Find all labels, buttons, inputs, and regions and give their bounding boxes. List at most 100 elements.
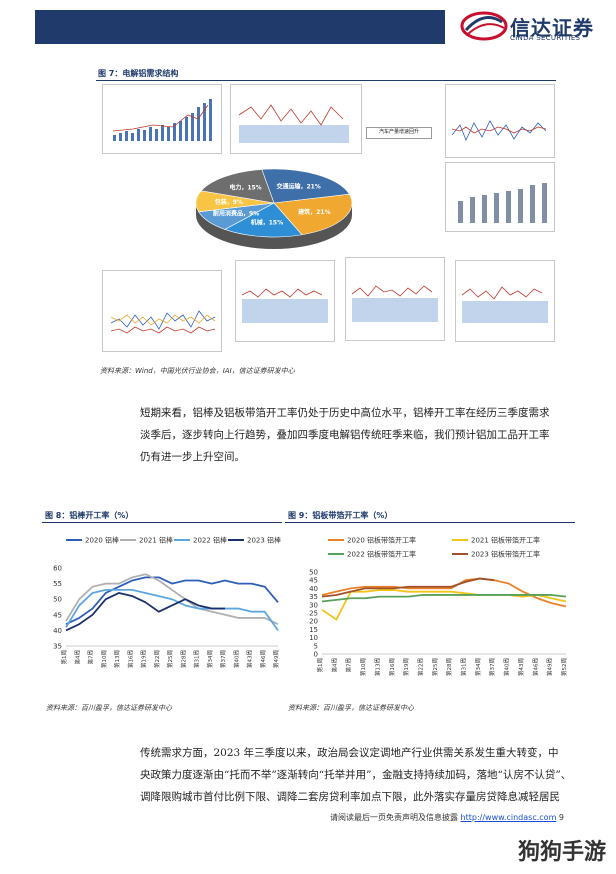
- x-tick-label: 第19周: [402, 658, 410, 676]
- x-tick-label: 第1周: [316, 658, 324, 673]
- thumb-chart-1: [102, 84, 222, 154]
- y-tick-label: 5: [314, 642, 318, 650]
- pie-slice-label: 电力，15%: [229, 184, 261, 192]
- x-tick-label: 第34周: [206, 650, 214, 668]
- x-tick-label: 第43周: [246, 650, 254, 668]
- x-tick-label: 第4周: [330, 658, 338, 673]
- x-tick-label: 第28周: [445, 658, 453, 676]
- fig8-chart: 2020 铝棒 2021 铝棒 2022 铝棒 2023 铝棒 35 40 45 50 55 60…: [53, 536, 281, 669]
- y-tick-label: 50: [309, 569, 318, 577]
- x-tick-label: 第22周: [153, 650, 161, 668]
- fig7-title: 图 7：电解铝需求结构: [98, 69, 179, 78]
- x-tick-label: 第40周: [232, 650, 240, 668]
- fig7-rule: [96, 80, 556, 81]
- fig9-source: 资料来源：百川盈孚，信达证券研发中心: [288, 704, 414, 712]
- fig9-rule: [285, 522, 575, 523]
- x-tick-label: 第49周: [546, 658, 554, 676]
- x-tick-label: 第13周: [373, 658, 381, 676]
- y-tick-label: 15: [309, 626, 318, 634]
- x-tick-label: 第31周: [460, 658, 468, 676]
- fig7-pie: 交通运输，21% 建筑，21% 机械，15%耐用消费品，9% 包装，9% 电力，15%: [195, 168, 353, 249]
- series-line: [321, 577, 495, 598]
- legend-label: 2021 铝棒: [139, 536, 173, 545]
- pie-slice: [261, 168, 350, 204]
- x-tick-label: 第13周: [113, 650, 121, 668]
- legend-label: 2021 铝板带箔开工率: [471, 536, 540, 545]
- y-tick-label: 10: [309, 634, 318, 642]
- legend-label: 2023 铝棒: [247, 536, 281, 545]
- pie-slice-label: 交通运输，21%: [276, 182, 320, 190]
- y-tick-label: 40: [53, 627, 62, 635]
- y-tick-label: 45: [53, 611, 62, 619]
- x-tick-label: 第10周: [100, 650, 108, 668]
- para2-line: 传统需求方面，2023 年三季度以来，政治局会议定调地产行业供需关系发生重大转变…: [140, 747, 559, 759]
- thumb-chart-2: [230, 84, 362, 154]
- legend-label: 2022 铝板带箔开工率: [347, 550, 416, 559]
- y-tick-label: 60: [53, 565, 62, 573]
- y-tick-label: 0: [314, 651, 318, 659]
- fig8-title: 图 8：铝棒开工率（%）: [45, 511, 134, 520]
- cinda-logo-icon: [460, 11, 508, 41]
- x-tick-label: 第49周: [272, 650, 280, 668]
- x-tick-label: 第28周: [179, 650, 187, 668]
- thumb-chart-7: [345, 257, 445, 341]
- para1-line: 淡季后，逐步转向上行趋势，叠加四季度电解铝传统旺季来临，我们预计铝加工品开工率: [140, 429, 550, 441]
- series-line: [65, 592, 225, 632]
- x-tick-label: 第40周: [503, 658, 511, 676]
- fig8-rule: [42, 522, 282, 523]
- y-tick-label: 55: [53, 580, 62, 588]
- x-tick-label: 第43周: [517, 658, 525, 676]
- series-line: [65, 573, 279, 625]
- legend-label: 2020 铝板带箔开工率: [347, 536, 416, 545]
- fig7-source: 资料来源：Wind，中国光伏行业协会，IAI，信达证券研发中心: [100, 367, 295, 375]
- x-tick-label: 第25周: [431, 658, 439, 676]
- watermark: 狗狗手游: [517, 840, 606, 865]
- y-tick-label: 40: [309, 585, 318, 593]
- footer-text: 请阅读最后一页免责声明及信息披露: [330, 813, 458, 822]
- para1-line: 仍有进一步上升空间。: [140, 451, 245, 463]
- para2-line: 央政策力度逐渐由“托而不举”逐渐转向“托举并用”，金融支持持续加码，落地“认房不…: [140, 769, 572, 781]
- fig7-center-label: 汽车产量增速回升: [366, 127, 432, 139]
- para1-line: 短期来看，铝棒及铝板带箔开工率仍处于历史中高位水平，铝棒开工率在经历三季度需求: [140, 407, 550, 419]
- thumb-chart-5: [102, 270, 222, 352]
- fig7-collage: 汽车产量增速回升 交通运输，21% 建筑，21% 机械，15% 耐用消费品，9% 包装，…: [100, 82, 560, 364]
- y-tick-label: 25: [309, 610, 318, 618]
- fig9-chart: 2020 铝板带箔开工率 2021 铝板带箔开工率 2022 铝板带箔开工率 2023…: [309, 536, 568, 677]
- x-tick-label: 第16周: [126, 650, 134, 668]
- x-tick-label: 第25周: [166, 650, 174, 668]
- y-tick-label: 20: [309, 618, 318, 626]
- para1: 短期来看，铝棒及铝板带箔开工率仍处于历史中高位水平，铝棒开工率在经历三季度需求 …: [140, 402, 580, 468]
- pie-slice-label: 机械，15%: [251, 218, 283, 226]
- series-line: [321, 594, 567, 603]
- legend-label: 2023 铝板带箔开工率: [471, 550, 540, 559]
- x-tick-label: 第46周: [531, 658, 539, 676]
- x-tick-label: 第34周: [474, 658, 482, 676]
- y-tick-label: 50: [53, 596, 62, 604]
- para2: 传统需求方面，2023 年三季度以来，政治局会议定调地产行业供需关系发生重大转变…: [140, 742, 590, 808]
- logo-text-en: CINDA SECURITIES: [510, 34, 581, 42]
- x-tick-label: 第46周: [259, 650, 267, 668]
- series-line: [65, 576, 279, 625]
- x-tick-label: 第4周: [73, 650, 81, 665]
- para2-line: 调降限购城市首付比例下限、调降二套房贷利率加点下限，此外落实存量房贷降息减轻居民: [140, 791, 560, 803]
- legend-label: 2020 铝棒: [85, 536, 119, 545]
- series-line: [321, 577, 567, 608]
- x-tick-label: 第19周: [140, 650, 148, 668]
- thumb-chart-3: [445, 84, 555, 158]
- pie-slice-label: 包装，9%: [215, 198, 243, 206]
- y-tick-label: 35: [53, 643, 62, 651]
- y-tick-label: 45: [309, 577, 318, 585]
- footer: 请阅读最后一页免责声明及信息披露 http://www.cindasc.com …: [330, 812, 564, 823]
- x-tick-label: 第7周: [87, 650, 95, 665]
- y-tick-label: 30: [309, 601, 318, 609]
- x-tick-label: 第16周: [388, 658, 396, 676]
- thumb-chart-4: [445, 162, 555, 232]
- footer-link[interactable]: http://www.cindasc.com: [460, 813, 557, 822]
- fig9-title: 图 9：铝板带箔开工率（%）: [288, 511, 393, 520]
- x-tick-label: 第52周: [560, 658, 568, 676]
- series-line: [321, 589, 567, 621]
- pie-slice: [200, 169, 275, 204]
- y-tick-label: 35: [309, 593, 318, 601]
- legend-label: 2022 铝棒: [193, 536, 227, 545]
- header-band: [35, 10, 445, 44]
